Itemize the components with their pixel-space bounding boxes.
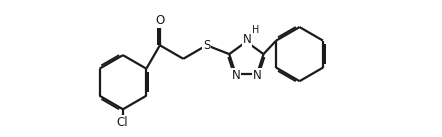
Text: N: N — [232, 69, 240, 82]
Text: N: N — [243, 33, 251, 46]
Text: H: H — [252, 25, 259, 35]
Text: S: S — [203, 39, 210, 52]
Text: O: O — [155, 14, 164, 27]
Text: N: N — [252, 69, 261, 82]
Text: Cl: Cl — [116, 116, 128, 129]
